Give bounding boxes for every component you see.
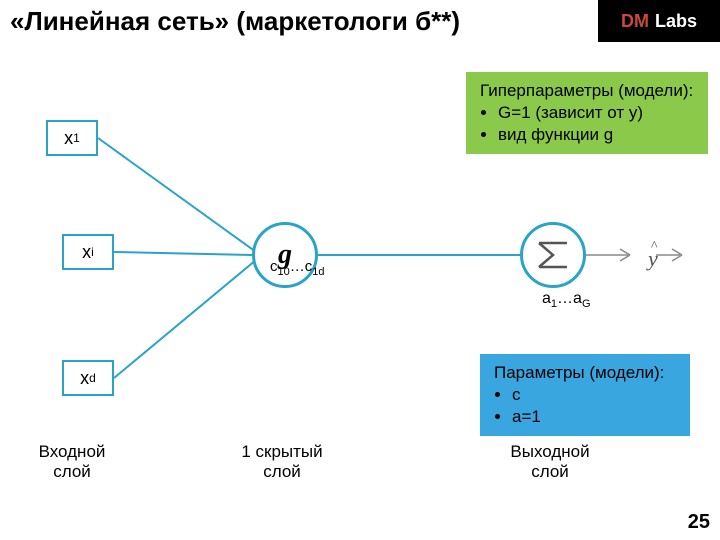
hyper-item: вид функции g bbox=[498, 124, 694, 146]
logo-dm: DM bbox=[621, 11, 649, 32]
hidden-weights-label: c10…c1d bbox=[270, 258, 325, 278]
sigma-icon bbox=[533, 239, 573, 271]
input-layer-label: Входнойслой bbox=[12, 442, 132, 482]
param-item: a=1 bbox=[512, 406, 676, 428]
hyper-heading: Гиперпараметры (модели): bbox=[480, 80, 694, 102]
slide-title: «Линейная сеть» (маркетологи б**) bbox=[10, 6, 460, 37]
yhat-hat: ^ bbox=[651, 239, 658, 255]
parameters-box: Параметры (модели): ca=1 bbox=[480, 354, 690, 436]
hyper-item: G=1 (зависит от y) bbox=[498, 102, 694, 124]
param-heading: Параметры (модели): bbox=[494, 362, 676, 384]
input-node-1: x1 bbox=[46, 120, 98, 156]
param-item: c bbox=[512, 384, 676, 406]
sum-neuron bbox=[520, 222, 586, 288]
input-node-i: xi bbox=[62, 234, 114, 270]
input-node-d: xd bbox=[62, 360, 114, 396]
output-weights-label: a1…aG bbox=[542, 290, 591, 310]
hidden-neuron: g bbox=[252, 222, 318, 288]
output-layer-label: Выходнойслой bbox=[490, 442, 610, 482]
output-yhat: ^ y bbox=[648, 246, 658, 272]
logo-labs: Labs bbox=[655, 11, 697, 32]
hidden-layer-label: 1 скрытыйслой bbox=[222, 442, 342, 482]
hyperparameters-box: Гиперпараметры (модели): G=1 (зависит от… bbox=[466, 72, 708, 154]
page-number: 25 bbox=[688, 511, 710, 534]
brand-logo: DM Labs bbox=[598, 0, 720, 42]
